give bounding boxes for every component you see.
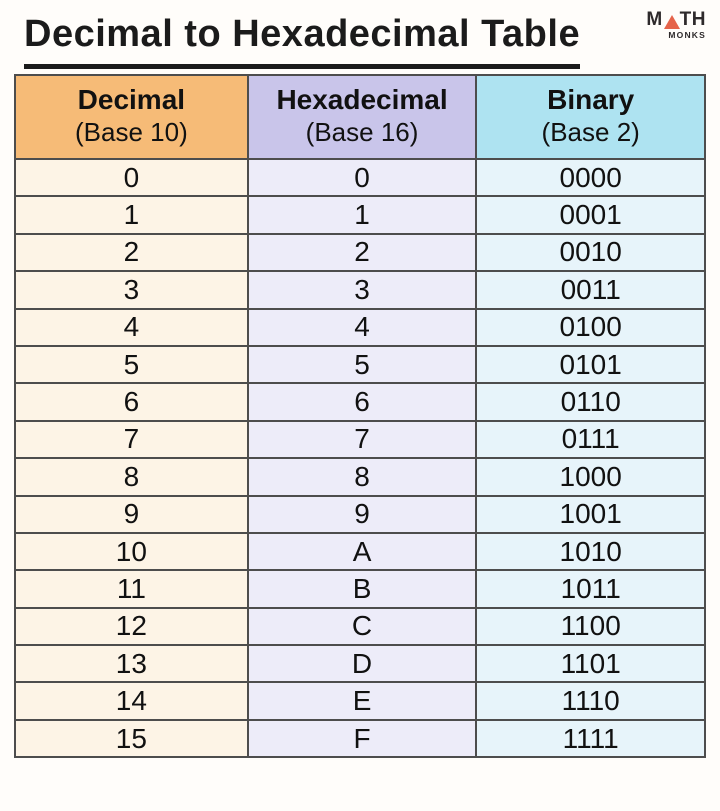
table-row: 12 C 1100	[14, 606, 706, 647]
logo-wordmark: M TH	[646, 10, 706, 29]
table-cell-hexadecimal: E	[246, 681, 478, 721]
conversion-table-container: Decimal (Base 10) Hexadecimal (Base 16) …	[0, 74, 720, 759]
table-row: 14 E 1110	[14, 681, 706, 721]
table-cell-hexadecimal: 7	[246, 419, 478, 460]
table-cell-hexadecimal: A	[246, 531, 478, 572]
table-row: 0 0 0000	[14, 157, 706, 198]
table-row: 11 B 1011	[14, 569, 706, 609]
table-row: 5 5 0101	[14, 344, 706, 385]
table-cell-decimal: 5	[14, 344, 249, 385]
table-row: 7 7 0111	[14, 419, 706, 460]
column-subtitle: (Base 16)	[305, 116, 419, 147]
table-cell-decimal: 13	[14, 644, 249, 684]
table-row: 9 9 1001	[14, 494, 706, 534]
table-cell-decimal: 2	[14, 232, 249, 273]
mathmonks-logo: M TH MONKS	[646, 10, 706, 40]
table-cell-hexadecimal: 2	[246, 232, 478, 273]
page-title: Decimal to Hexadecimal Table	[24, 13, 581, 69]
table-cell-hexadecimal: 1	[246, 195, 478, 235]
table-cell-hexadecimal: 6	[246, 382, 478, 422]
column-title: Hexadecimal	[276, 83, 448, 115]
table-cell-binary: 0001	[475, 195, 706, 235]
logo-triangle-icon	[663, 15, 680, 29]
table-cell-binary: 1101	[475, 644, 706, 684]
table-cell-hexadecimal: 5	[246, 344, 478, 385]
table-row: 15 F 1111	[14, 718, 706, 759]
table-cell-decimal: 4	[14, 307, 249, 347]
table-cell-decimal: 6	[14, 382, 249, 422]
column-title: Decimal	[77, 83, 186, 115]
table-row: 13 D 1101	[14, 644, 706, 684]
table-cell-hexadecimal: 3	[246, 270, 478, 310]
column-title: Binary	[547, 83, 635, 115]
table-row: 3 3 0011	[14, 270, 706, 310]
table-cell-hexadecimal: F	[246, 718, 478, 759]
logo-letters-th: TH	[679, 9, 706, 30]
table-cell-decimal: 0	[14, 157, 249, 198]
table-cell-decimal: 8	[14, 457, 249, 497]
table-row: 2 2 0010	[14, 232, 706, 273]
table-cell-binary: 1010	[475, 531, 706, 572]
table-cell-binary: 1100	[475, 606, 706, 647]
table-cell-decimal: 14	[14, 681, 249, 721]
table-cell-binary: 1110	[475, 681, 706, 721]
table-cell-decimal: 3	[14, 270, 249, 310]
table-cell-decimal: 7	[14, 419, 249, 460]
logo-subtext: MONKS	[668, 30, 706, 40]
table-cell-hexadecimal: D	[246, 644, 478, 684]
table-cell-binary: 0100	[475, 307, 706, 347]
table-row: 6 6 0110	[14, 382, 706, 422]
logo-letter-m: M	[646, 9, 663, 30]
table-header-row: Decimal (Base 10) Hexadecimal (Base 16) …	[14, 74, 706, 160]
table-cell-binary: 0011	[475, 270, 706, 310]
table-body: 0 0 0000 1 1 0001 2 2 0010 3 3 0011 4 4 0100 5 5 0101 6 6 01…	[14, 157, 706, 759]
table-cell-binary: 1001	[475, 494, 706, 534]
table-header: Decimal (Base 10) Hexadecimal (Base 16) …	[14, 74, 706, 160]
table-cell-hexadecimal: 9	[246, 494, 478, 534]
table-row: 10 A 1010	[14, 531, 706, 572]
table-cell-hexadecimal: B	[246, 569, 478, 609]
decimal-hex-binary-table: Decimal (Base 10) Hexadecimal (Base 16) …	[14, 74, 706, 759]
table-cell-hexadecimal: C	[246, 606, 478, 647]
table-cell-decimal: 12	[14, 606, 249, 647]
column-header-binary: Binary (Base 2)	[475, 74, 706, 160]
page-header: Decimal to Hexadecimal Table M TH MONKS	[0, 0, 720, 74]
table-cell-hexadecimal: 4	[246, 307, 478, 347]
column-subtitle: (Base 10)	[75, 116, 188, 147]
table-cell-binary: 0010	[475, 232, 706, 273]
table-cell-binary: 1111	[475, 718, 706, 759]
table-cell-binary: 0101	[475, 344, 706, 385]
table-cell-binary: 0111	[475, 419, 706, 460]
table-cell-decimal: 15	[14, 718, 249, 759]
table-cell-decimal: 11	[14, 569, 249, 609]
table-row: 1 1 0001	[14, 195, 706, 235]
table-cell-decimal: 1	[14, 195, 249, 235]
table-cell-decimal: 10	[14, 531, 249, 572]
table-cell-hexadecimal: 8	[246, 457, 478, 497]
table-cell-binary: 1000	[475, 457, 706, 497]
column-header-decimal: Decimal (Base 10)	[14, 74, 249, 160]
column-subtitle: (Base 2)	[541, 116, 640, 147]
table-cell-binary: 0000	[475, 157, 706, 198]
table-row: 4 4 0100	[14, 307, 706, 347]
table-cell-decimal: 9	[14, 494, 249, 534]
table-row: 8 8 1000	[14, 457, 706, 497]
table-cell-hexadecimal: 0	[246, 157, 478, 198]
table-cell-binary: 1011	[475, 569, 706, 609]
table-cell-binary: 0110	[475, 382, 706, 422]
column-header-hexadecimal: Hexadecimal (Base 16)	[246, 74, 478, 160]
